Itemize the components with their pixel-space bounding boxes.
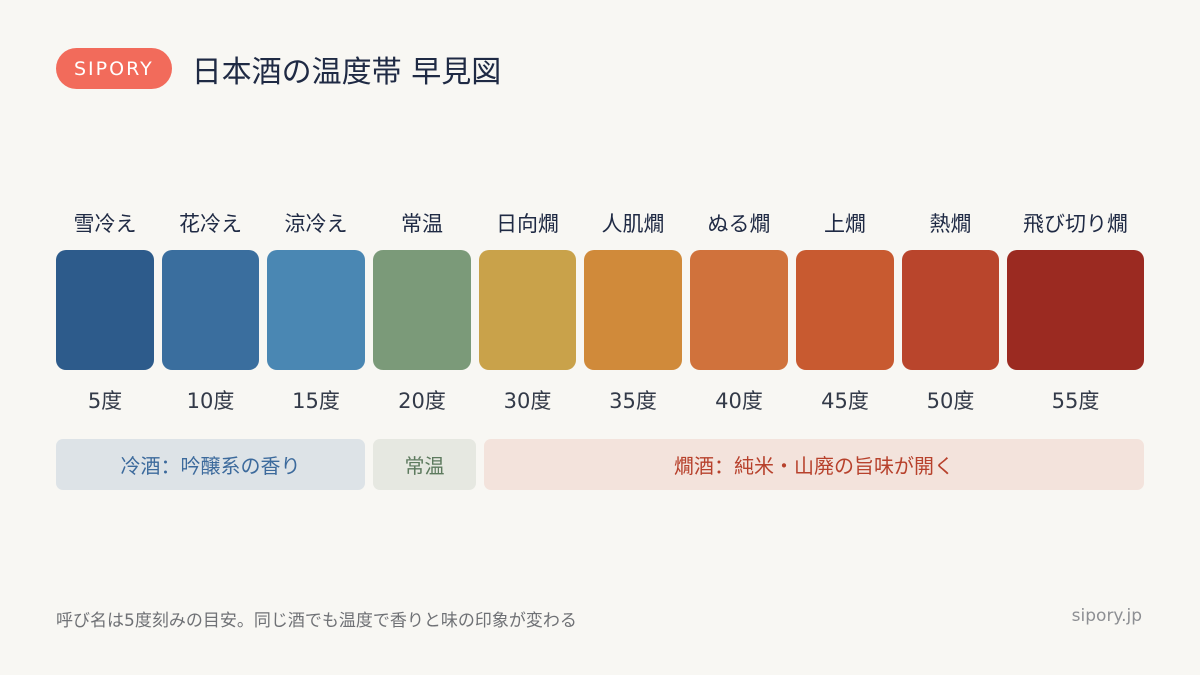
temp-swatch xyxy=(690,250,788,370)
temp-name: 花冷え xyxy=(179,212,242,236)
temp-swatch xyxy=(162,250,259,370)
page-title: 日本酒の温度帯 早見図 xyxy=(191,54,502,90)
temp-value: 45度 xyxy=(821,389,869,413)
temp-value: 40度 xyxy=(715,389,763,413)
brand-badge: SIPORY xyxy=(56,48,172,89)
temp-value: 5度 xyxy=(87,389,123,413)
footer-note: 呼び名は5度刻みの目安。同じ酒でも温度で香りと味の印象が変わる xyxy=(56,611,577,631)
temp-swatch xyxy=(584,250,682,370)
temp-swatch xyxy=(902,250,999,370)
temp-value: 20度 xyxy=(398,389,446,413)
temp-swatch xyxy=(373,250,471,370)
temp-value: 35度 xyxy=(609,389,657,413)
temp-name: 上燗 xyxy=(824,212,866,236)
temp-swatch xyxy=(796,250,894,370)
temp-swatch xyxy=(479,250,576,370)
temp-value: 15度 xyxy=(292,389,340,413)
temp-name: 涼冷え xyxy=(284,212,348,236)
temp-value: 10度 xyxy=(186,389,235,413)
header: SIPORY 日本酒の温度帯 早見図 xyxy=(56,48,502,90)
temp-value: 50度 xyxy=(926,389,975,413)
temp-name: 日向燗 xyxy=(496,212,559,236)
band-cold-sake: 冷酒：吟醸系の香り xyxy=(56,439,365,490)
band-warm-sake: 燗酒：純米・山廃の旨味が開く xyxy=(484,439,1144,490)
band-room-temp: 常温 xyxy=(373,439,476,490)
temperature-columns: 雪冷え 5度 花冷え 10度 涼冷え 15度 常温 20度 日向燗 30度 人肌… xyxy=(56,212,1144,413)
temp-value: 30度 xyxy=(503,389,552,413)
temp-name: ぬる燗 xyxy=(707,212,771,236)
temp-name: 人肌燗 xyxy=(601,212,665,236)
temp-swatch xyxy=(1007,250,1144,370)
temp-value: 55度 xyxy=(1051,389,1100,413)
temp-name: 熱燗 xyxy=(929,212,972,236)
temp-name: 雪冷え xyxy=(73,212,137,236)
temp-swatch xyxy=(267,250,365,370)
temp-name: 常温 xyxy=(401,212,443,236)
temp-name: 飛び切り燗 xyxy=(1023,212,1128,236)
footer-domain: sipory.jp xyxy=(1071,606,1142,626)
temp-swatch xyxy=(56,250,154,370)
